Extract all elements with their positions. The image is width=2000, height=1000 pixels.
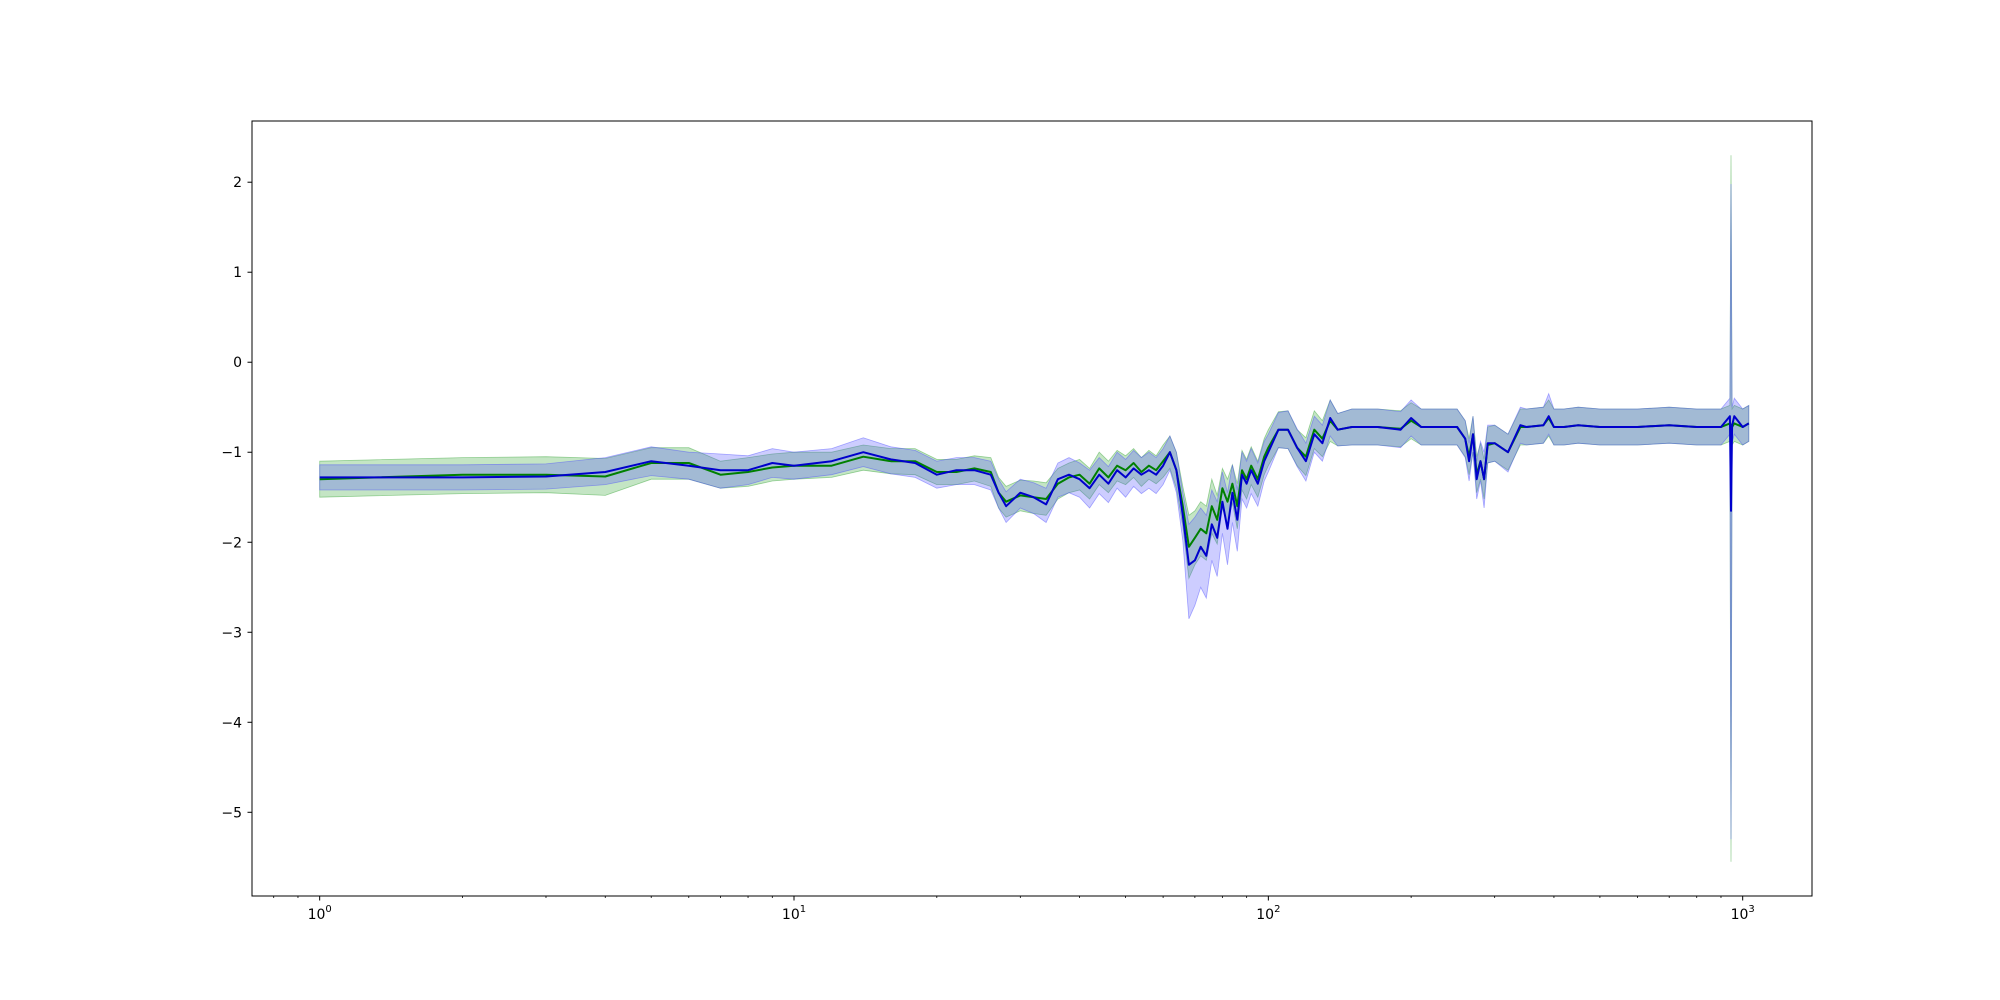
y-tick-label: −1 xyxy=(221,445,242,461)
x-axis: 100 101 102 103 xyxy=(273,896,1755,923)
y-tick-label: 1 xyxy=(233,265,242,281)
y-tick-label: −2 xyxy=(221,535,242,551)
series-1-band xyxy=(319,183,1750,840)
y-tick-label: −4 xyxy=(221,715,242,731)
axes-frame xyxy=(251,120,1813,897)
x-tick-label: 102 xyxy=(1256,904,1280,923)
x-tick-label: 103 xyxy=(1731,904,1755,923)
axes-background xyxy=(252,121,1812,896)
series-1-line xyxy=(319,415,1750,566)
y-tick-label: −3 xyxy=(221,625,242,641)
y-tick-label: 2 xyxy=(233,175,242,191)
y-tick-label: 0 xyxy=(233,355,242,371)
x-tick-label: 101 xyxy=(782,904,806,923)
series-0-band xyxy=(319,155,1750,862)
y-axis: 2 1 0 −1 −2 −3 −4 −5 xyxy=(221,175,252,821)
y-tick-label: −5 xyxy=(221,805,242,821)
series-lines xyxy=(319,415,1750,566)
confidence-bands xyxy=(319,155,1750,862)
x-tick-label: 100 xyxy=(308,904,332,923)
plot-area xyxy=(251,120,1813,897)
